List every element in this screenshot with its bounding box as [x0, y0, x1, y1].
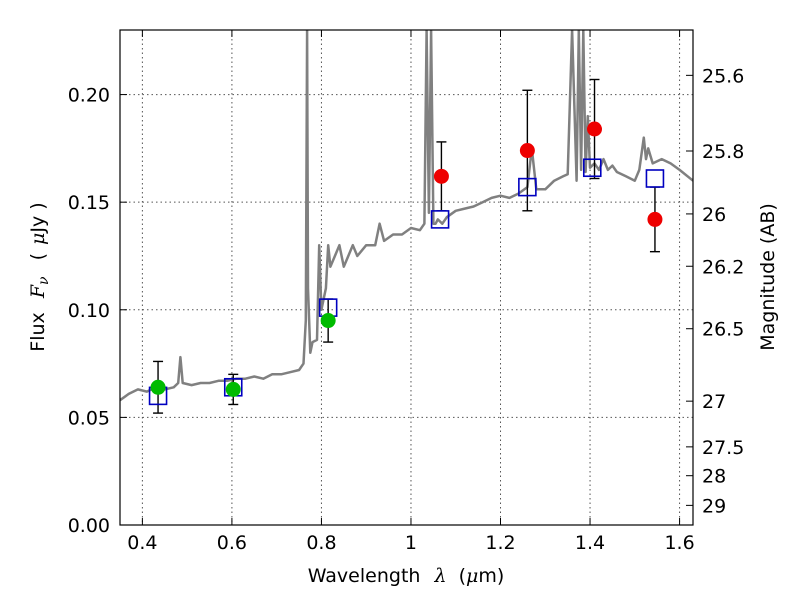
spectrum-line: [120, 30, 693, 402]
infrared-point: [519, 143, 535, 159]
optical-point: [225, 381, 241, 397]
model-square-marker: [645, 169, 665, 188]
optical-point: [150, 379, 166, 395]
y-tick-label: 0.20: [68, 85, 110, 107]
plot-frame: [119, 29, 694, 526]
model-square-marker: [430, 210, 450, 229]
y-tick-label: 0.10: [68, 300, 110, 322]
x-axis-label-unit-mu: μ: [466, 565, 478, 587]
y2-tick-label: 26.5: [702, 319, 744, 341]
infrared-point: [647, 211, 663, 227]
y-axis-label-subscript: ν: [36, 276, 52, 285]
y2-tick-label: 25.8: [702, 141, 744, 163]
marker-layer: [148, 78, 665, 414]
y-axis-label: Flux Fν ( μJy ): [27, 202, 53, 351]
data-layer: [120, 30, 693, 402]
x-tick-label: 1: [405, 532, 417, 554]
x-axis-label-unit-prefix: (: [459, 565, 466, 587]
y2-tick-label: 27: [702, 391, 726, 413]
model-square-marker: [582, 158, 602, 178]
y-axis-label-unit-suffix: Jy ): [27, 202, 49, 233]
tick-layer: 0.4 0.6 0.8 1 1.2 1.4 1.6 0.00 0.05 0.10 0.15 0.20 2…: [68, 30, 744, 554]
y-axis-label-unit-mu: μ: [27, 233, 49, 245]
x-tick-label: 0.6: [217, 532, 247, 554]
model-square-marker: [518, 177, 537, 197]
x-tick-label: 0.4: [127, 532, 157, 554]
infrared-point: [433, 168, 449, 184]
y-axis-label-unit-prefix: (: [27, 253, 49, 260]
y-tick-label: 0.05: [68, 407, 110, 429]
x-tick-label: 0.8: [306, 532, 336, 554]
x-axis-label-text: Wavelength: [308, 565, 421, 587]
x-axis-label-symbol: λ: [433, 565, 446, 587]
y2-tick-label: 26.2: [702, 256, 744, 278]
y2-tick-label: 26: [702, 204, 726, 226]
x-tick-label: 1.4: [575, 532, 605, 554]
y2-tick-label: 29: [702, 495, 726, 517]
y2-tick-label: 27.5: [702, 437, 744, 459]
optical-point: [320, 313, 336, 329]
y-tick-label: 0.15: [68, 192, 110, 214]
y2-tick-label: 25.6: [702, 65, 744, 87]
y2-axis-label: Magnitude (AB): [757, 203, 779, 351]
infrared-point: [587, 121, 603, 137]
x-tick-label: 1.2: [485, 532, 515, 554]
y-axis-label-symbol: F: [27, 284, 49, 299]
y-tick-label: 0.00: [68, 515, 110, 537]
y2-tick-label: 28: [702, 466, 726, 488]
plot-background: [120, 30, 693, 525]
x-axis-label-unit-suffix: m): [478, 565, 504, 587]
x-axis-label: Wavelength λ (μm): [308, 565, 505, 587]
y-axis-label-text: Flux: [27, 312, 49, 352]
x-tick-label: 1.6: [664, 532, 694, 554]
